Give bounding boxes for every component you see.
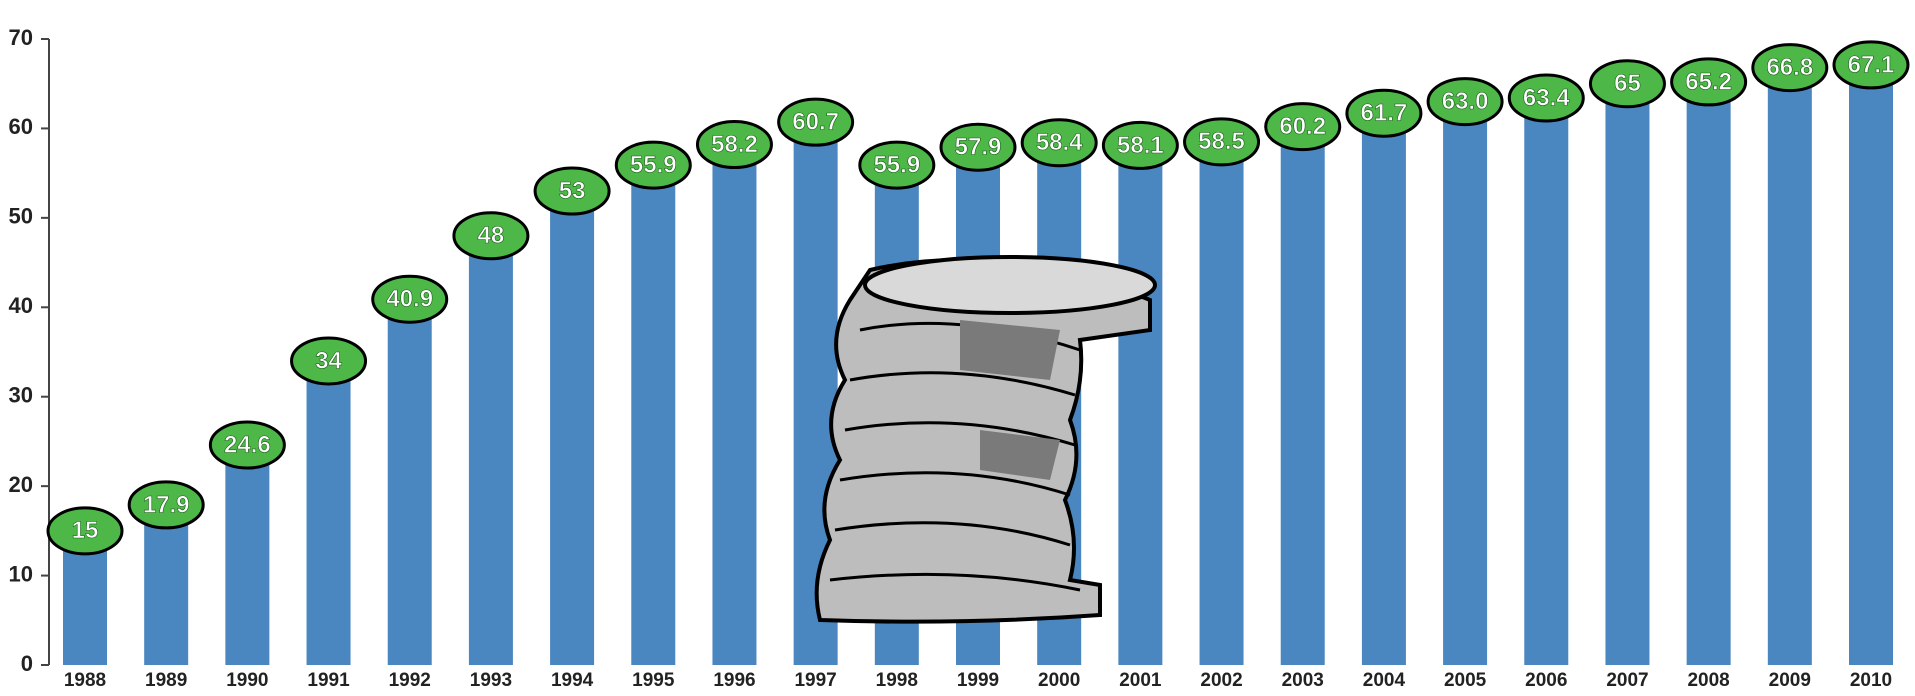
- x-tick-label: 2001: [1119, 670, 1162, 691]
- value-label: 55.9: [873, 151, 920, 178]
- value-label: 58.1: [1117, 132, 1164, 159]
- value-label: 15: [72, 517, 99, 544]
- value-label-badge: [1183, 117, 1261, 167]
- x-tick-label: 2000: [1038, 670, 1080, 691]
- value-label-badge: [1020, 118, 1098, 168]
- value-label-badge: [1507, 73, 1585, 123]
- value-label: 58.2: [711, 131, 758, 158]
- x-tick-label: 1995: [632, 670, 675, 691]
- x-tick-label: 2003: [1282, 670, 1324, 691]
- bar: [712, 144, 757, 666]
- value-label: 57.9: [955, 134, 1002, 161]
- y-tick-label: 0: [21, 651, 33, 676]
- value-label: 65: [1614, 70, 1641, 97]
- bar: [1767, 67, 1812, 666]
- value-label-badge: [1426, 77, 1504, 127]
- value-label-badge: [1264, 102, 1342, 152]
- bar: [225, 445, 270, 665]
- value-label: 17.9: [143, 491, 190, 518]
- value-label-badge: [1588, 59, 1666, 109]
- value-label-badge: [695, 120, 773, 170]
- bar: [1849, 64, 1893, 666]
- y-tick-label: 50: [9, 204, 33, 229]
- value-label: 53: [559, 177, 586, 204]
- value-label-badge: [208, 420, 286, 470]
- x-tick-label: 2010: [1850, 670, 1892, 691]
- value-label: 60.7: [792, 109, 839, 136]
- value-label-badge: [858, 140, 936, 190]
- coil-illustration: [814, 255, 1157, 624]
- x-tick-label: 1996: [713, 670, 755, 691]
- value-label-badge: [452, 211, 530, 261]
- value-label: 34: [315, 347, 342, 374]
- x-tick-label: 1990: [226, 670, 268, 691]
- bar: [1361, 113, 1406, 666]
- x-tick-label: 2007: [1606, 670, 1648, 691]
- x-tick-label: 2004: [1363, 670, 1406, 691]
- bar: [1443, 101, 1488, 666]
- bar: [550, 191, 595, 665]
- value-label: 55.9: [630, 151, 677, 178]
- value-label-badge: [939, 122, 1017, 172]
- value-label: 58.5: [1198, 128, 1245, 155]
- value-label: 61.7: [1361, 100, 1408, 127]
- value-label: 65.2: [1685, 68, 1732, 95]
- bar: [1686, 81, 1731, 665]
- y-tick-label: 60: [9, 114, 33, 139]
- bar: [1524, 98, 1569, 666]
- value-label-badge: [1670, 57, 1748, 107]
- bar: [1118, 145, 1163, 666]
- y-tick-label: 30: [9, 383, 33, 408]
- y-tick-label: 70: [9, 25, 33, 50]
- value-label: 48: [478, 222, 505, 249]
- bar: [1199, 141, 1244, 666]
- x-tick-label: 2002: [1200, 670, 1242, 691]
- value-label: 58.4: [1036, 129, 1083, 156]
- x-tick-label: 1992: [389, 670, 431, 691]
- value-label-badge: [533, 166, 611, 216]
- bar: [631, 165, 676, 665]
- value-label: 67.1: [1848, 51, 1895, 78]
- x-tick-label: 1994: [551, 670, 594, 691]
- value-label: 63.0: [1442, 88, 1489, 115]
- bar: [468, 235, 513, 665]
- y-tick-label: 20: [9, 472, 33, 497]
- x-tick-label: 2005: [1444, 670, 1487, 691]
- value-label-badge: [127, 480, 205, 530]
- bar: [144, 504, 189, 665]
- x-tick-label: 1998: [876, 670, 918, 691]
- x-tick-label: 1999: [957, 670, 999, 691]
- value-label-badge: [1832, 40, 1910, 90]
- x-tick-label: 1991: [307, 670, 350, 691]
- value-label: 63.4: [1523, 84, 1570, 111]
- x-tick-label: 1989: [145, 670, 187, 691]
- bar: [1280, 126, 1325, 665]
- value-label-badge: [290, 336, 368, 386]
- x-tick-label: 2006: [1525, 670, 1567, 691]
- value-label-badge: [1101, 120, 1179, 170]
- y-tick-label: 40: [9, 293, 33, 318]
- value-label: 24.6: [224, 431, 271, 458]
- value-label: 60.2: [1279, 113, 1326, 140]
- x-tick-label: 2008: [1687, 670, 1729, 691]
- value-label-badge: [777, 97, 855, 147]
- value-label-badge: [371, 274, 449, 324]
- x-tick-label: 2009: [1769, 670, 1811, 691]
- value-label-badge: [1751, 43, 1829, 93]
- bar: [306, 360, 351, 665]
- value-label: 40.9: [386, 286, 433, 313]
- x-tick-label: 1993: [470, 670, 512, 691]
- x-tick-label: 1988: [64, 670, 106, 691]
- x-tick-label: 1997: [794, 670, 836, 691]
- value-label-badge: [614, 140, 692, 190]
- value-label: 66.8: [1766, 54, 1813, 81]
- value-label-badge: [1345, 88, 1423, 138]
- value-label-badge: [46, 506, 124, 556]
- bar: [387, 299, 432, 665]
- y-tick-label: 10: [9, 561, 33, 586]
- bar: [1605, 83, 1650, 665]
